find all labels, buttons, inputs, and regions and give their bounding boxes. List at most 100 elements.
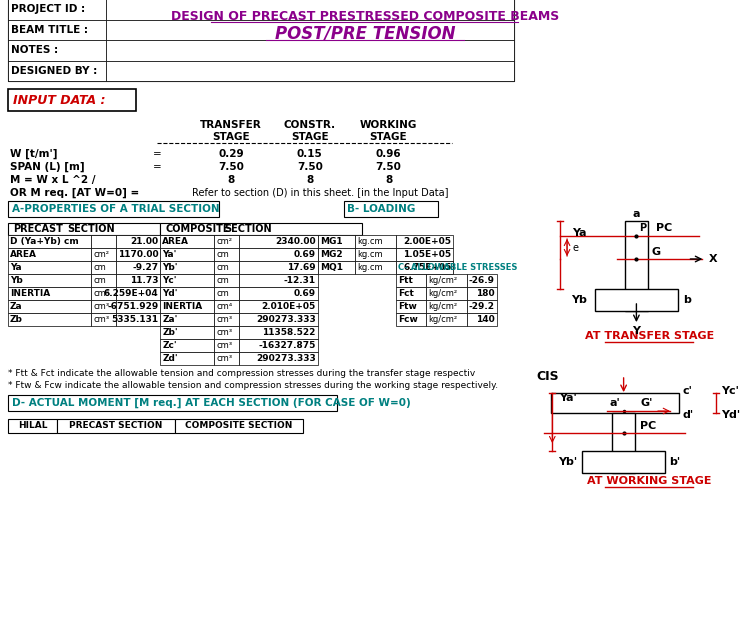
Text: 140: 140 (476, 315, 495, 324)
Text: 0.69: 0.69 (294, 289, 316, 298)
Text: AT TRANSFER STAGE: AT TRANSFER STAGE (585, 331, 714, 341)
Text: e: e (573, 242, 579, 253)
Text: AREA: AREA (10, 250, 37, 259)
Bar (160, 261, 214, 274)
Text: * Ftw & Fcw indicate the allowable tension and compression stresses during the w: * Ftw & Fcw indicate the allowable tensi… (8, 381, 498, 390)
Bar (612, 413, 635, 473)
Bar (8, 274, 91, 287)
Text: 6.259E+04: 6.259E+04 (104, 289, 158, 298)
Bar (116, 300, 160, 313)
Text: Ya': Ya' (559, 393, 577, 403)
Text: Zc': Zc' (162, 341, 177, 350)
Bar (106, 19, 514, 40)
Text: cm: cm (217, 276, 229, 285)
Text: 0.69: 0.69 (294, 250, 316, 259)
Text: W [t/m']: W [t/m'] (10, 149, 57, 159)
Text: MG2: MG2 (320, 250, 342, 259)
Bar (8, 40, 106, 60)
Bar (8, 223, 160, 235)
Bar (214, 352, 239, 365)
Bar (467, 300, 496, 313)
Text: Ftw: Ftw (398, 302, 417, 311)
Bar (355, 248, 396, 261)
Bar (594, 289, 678, 311)
Bar (396, 248, 453, 261)
Text: 1170.00: 1170.00 (118, 250, 158, 259)
Bar (214, 287, 239, 300)
Bar (625, 221, 649, 311)
Text: kg/cm²: kg/cm² (428, 289, 457, 298)
Text: cm: cm (217, 289, 229, 298)
Bar (467, 287, 496, 300)
Text: 7.50: 7.50 (375, 162, 401, 172)
Text: 8: 8 (385, 175, 393, 185)
Text: =: = (153, 149, 162, 159)
Bar (160, 235, 214, 248)
Bar (8, 235, 91, 248)
Bar (116, 287, 160, 300)
Bar (8, 19, 106, 40)
Text: C- ALLOWABLE STRESSES: C- ALLOWABLE STRESSES (398, 263, 518, 272)
Bar (160, 248, 214, 261)
Bar (355, 235, 396, 248)
Text: 0.29: 0.29 (218, 149, 244, 159)
Text: 7.50: 7.50 (218, 162, 244, 172)
Text: 1.05E+05: 1.05E+05 (404, 250, 451, 259)
Bar (355, 261, 396, 274)
Bar (160, 339, 214, 352)
Text: CONSTR.
STAGE: CONSTR. STAGE (283, 121, 336, 142)
Text: cm²: cm² (93, 250, 109, 259)
Bar (396, 261, 453, 274)
Bar (239, 326, 318, 339)
Text: b': b' (669, 457, 680, 467)
Text: Yc': Yc' (721, 386, 739, 396)
Bar (214, 261, 239, 274)
Bar (8, 313, 91, 326)
Text: =: = (153, 162, 162, 172)
Bar (582, 451, 666, 473)
Bar (160, 300, 214, 313)
Text: 0.15: 0.15 (297, 149, 323, 159)
Text: 6.75E+05: 6.75E+05 (403, 263, 451, 272)
Text: Yb: Yb (571, 295, 587, 305)
Text: COMPOSITE SECTION: COMPOSITE SECTION (186, 422, 292, 431)
Text: Za': Za' (162, 315, 177, 324)
Text: 8: 8 (306, 175, 313, 185)
Bar (318, 248, 355, 261)
Bar (8, 0, 514, 81)
Text: 290273.333: 290273.333 (256, 354, 316, 363)
Text: MQ1: MQ1 (320, 263, 343, 272)
Text: c': c' (683, 386, 692, 396)
Bar (214, 339, 239, 352)
Bar (116, 248, 160, 261)
Bar (426, 287, 467, 300)
Text: DESIGN OF PRECAST PRESTRESSED COMPOSITE BEAMS: DESIGN OF PRECAST PRESTRESSED COMPOSITE … (171, 10, 559, 22)
Bar (239, 235, 318, 248)
Bar (239, 261, 318, 274)
Bar (91, 261, 116, 274)
Bar (160, 352, 214, 365)
Bar (91, 248, 116, 261)
Text: Ftt: Ftt (398, 276, 413, 285)
Bar (396, 235, 453, 248)
Text: cm: cm (93, 263, 106, 272)
Bar (214, 300, 239, 313)
Text: Zb': Zb' (162, 328, 178, 337)
Bar (8, 201, 220, 217)
Bar (160, 274, 214, 287)
Text: 290273.333: 290273.333 (256, 315, 316, 324)
Bar (239, 313, 318, 326)
Bar (214, 313, 239, 326)
Bar (8, 287, 91, 300)
Text: Yb: Yb (10, 276, 22, 285)
Text: -26.9: -26.9 (469, 276, 495, 285)
Bar (426, 274, 467, 287)
Bar (318, 261, 355, 274)
Text: NOTES :: NOTES : (11, 46, 58, 55)
Text: COMPOSITE: COMPOSITE (165, 224, 230, 234)
Text: Ya: Ya (10, 263, 22, 272)
Bar (8, 419, 57, 433)
Text: kg/cm²: kg/cm² (428, 276, 457, 285)
Text: -16327.875: -16327.875 (258, 341, 316, 350)
Text: 17.69: 17.69 (287, 263, 316, 272)
